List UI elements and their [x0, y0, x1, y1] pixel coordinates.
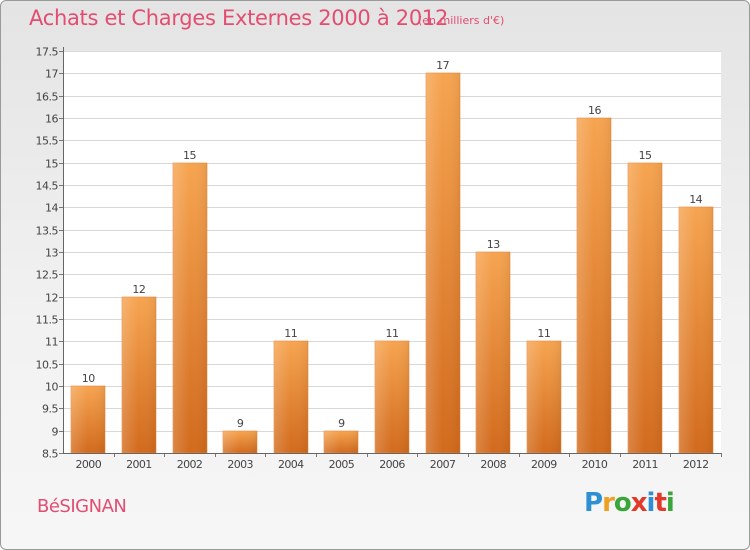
proxiti-logo: Proxiti: [584, 488, 675, 518]
bar-shine: [375, 341, 409, 453]
y-tick-label: 9: [52, 426, 59, 439]
x-tick-label: 2011: [632, 458, 658, 471]
data-label: 12: [132, 283, 145, 296]
bar-shine: [577, 118, 611, 453]
y-tick-label: 16.5: [36, 91, 59, 104]
bar-shine: [223, 431, 257, 453]
data-label: 11: [386, 327, 399, 340]
data-label: 13: [487, 238, 500, 251]
y-tick-label: 8.5: [42, 448, 58, 461]
y-tick-label: 14: [45, 202, 58, 215]
logo-letter: t: [654, 488, 666, 518]
x-tick-label: 2008: [480, 458, 506, 471]
bar-shine: [476, 252, 510, 453]
data-label: 15: [639, 149, 652, 162]
logo-letter: r: [602, 488, 615, 518]
data-label: 9: [338, 417, 345, 430]
x-tick-label: 2001: [126, 458, 152, 471]
data-label: 11: [284, 327, 297, 340]
y-tick-label: 15.5: [36, 135, 59, 148]
y-tick-label: 13.5: [36, 225, 59, 238]
bar-shine: [274, 341, 308, 453]
data-label: 9: [237, 417, 244, 430]
x-tick-label: 2009: [531, 458, 557, 471]
x-tick-label: 2005: [329, 458, 355, 471]
x-tick-label: 2012: [683, 458, 709, 471]
bar-shine: [679, 207, 713, 453]
data-label: 11: [537, 327, 550, 340]
y-tick-label: 17.5: [36, 46, 59, 59]
logo-letter: i: [646, 488, 656, 518]
y-tick-label: 11: [45, 336, 58, 349]
logo-letter: i: [665, 488, 675, 518]
x-tick-label: 2010: [582, 458, 608, 471]
data-label: 14: [689, 193, 702, 206]
y-tick-label: 17: [45, 68, 58, 81]
y-tick-label: 14.5: [36, 180, 59, 193]
y-tick-label: 12.5: [36, 269, 59, 282]
logo-letter: o: [613, 488, 632, 518]
data-label: 17: [436, 59, 449, 72]
y-tick-label: 10.5: [36, 359, 59, 372]
x-tick-label: 2007: [430, 458, 456, 471]
logo-letter: P: [584, 488, 603, 518]
bar-shine: [173, 163, 207, 453]
data-label: 10: [82, 372, 95, 385]
data-label: 15: [183, 149, 196, 162]
commune-name: BéSIGNAN: [37, 496, 127, 517]
y-tick-label: 9.5: [42, 403, 58, 416]
bar-shine: [71, 386, 105, 453]
y-tick-label: 12: [45, 292, 58, 305]
y-tick-label: 13: [45, 247, 58, 260]
bar-shine: [527, 341, 561, 453]
y-tick-label: 11.5: [36, 314, 59, 327]
y-tick-label: 15: [45, 158, 58, 171]
chart-title: Achats et Charges Externes 2000 à 2012: [29, 6, 449, 30]
bars: [70, 72, 714, 454]
bar-shine: [628, 163, 662, 453]
x-tick-label: 2004: [278, 458, 304, 471]
y-tick-label: 10: [45, 381, 58, 394]
bar-shine: [122, 297, 156, 453]
logo-letter: x: [630, 488, 648, 518]
chart-subtitle: (en milliers d'€): [418, 14, 505, 27]
bar-shine: [324, 431, 358, 453]
x-tick-label: 2006: [379, 458, 405, 471]
labels: 8.5 9 9.5 10 10.5 11 11.5 12 12.5 13 13.5 14 14.5 15 1…: [36, 46, 710, 472]
x-tick-label: 2003: [227, 458, 253, 471]
data-label: 16: [588, 104, 601, 117]
bar-shine: [426, 73, 460, 453]
x-tick-label: 2002: [177, 458, 203, 471]
axes: [59, 47, 722, 457]
x-tick-label: 2000: [76, 458, 102, 471]
y-tick-label: 16: [45, 113, 58, 126]
